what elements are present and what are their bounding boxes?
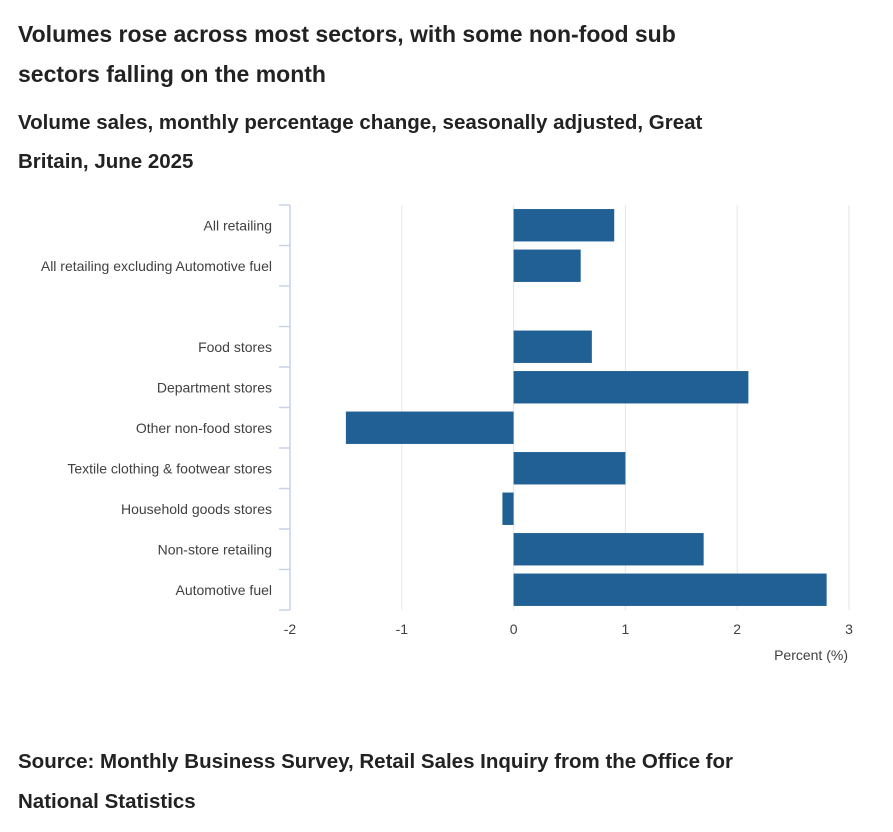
source-note: Source: Monthly Business Survey, Retail …	[18, 750, 734, 813]
bar	[513, 573, 827, 606]
category-label: Automotive fuel	[176, 582, 273, 598]
category-label: Textile clothing & footwear stores	[67, 460, 272, 476]
x-tick-label: 2	[733, 621, 741, 637]
bars	[345, 209, 827, 606]
bar	[513, 452, 626, 485]
x-tick-label: 3	[845, 621, 853, 637]
chart-title: Volumes rose across most sectors, with s…	[18, 21, 676, 87]
bar	[513, 330, 592, 363]
x-tick-label: 0	[510, 621, 518, 637]
category-label: All retailing excluding Automotive fuel	[41, 258, 272, 274]
bar	[345, 411, 514, 444]
x-tick-label: -1	[396, 621, 409, 637]
value-axis-ticks: -2 -1 0 1 2 3	[284, 621, 853, 637]
x-axis-label: Percent (%)	[774, 647, 848, 663]
category-label: Household goods stores	[121, 501, 272, 517]
category-label: Other non-food stores	[136, 420, 272, 436]
bar-chart: All retailing All retailing excluding Aut…	[41, 204, 853, 663]
bar	[502, 492, 514, 525]
chart-subtitle: Volume sales, monthly percentage change,…	[18, 111, 703, 173]
category-label: Department stores	[157, 379, 272, 395]
bar	[513, 371, 749, 404]
category-axis	[279, 204, 291, 611]
category-label: All retailing	[204, 217, 272, 233]
category-labels: All retailing All retailing excluding Aut…	[41, 217, 272, 598]
category-label: Food stores	[198, 339, 272, 355]
bar	[513, 533, 704, 566]
x-tick-label: -2	[284, 621, 297, 637]
category-label: Non-store retailing	[158, 541, 272, 557]
x-tick-label: 1	[622, 621, 630, 637]
bar	[513, 249, 581, 282]
bar	[513, 209, 615, 242]
